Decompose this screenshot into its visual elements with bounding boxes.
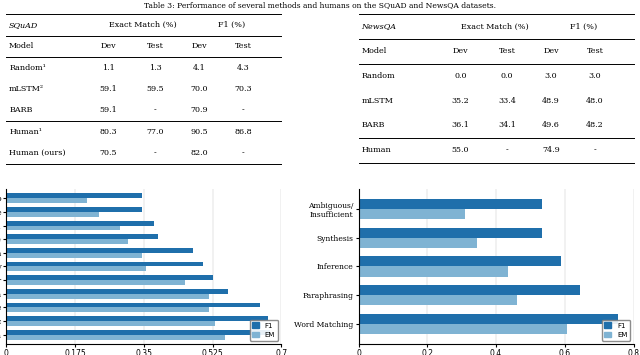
Text: F1 (%): F1 (%) <box>218 21 246 29</box>
Text: -: - <box>154 106 156 114</box>
Text: Human¹: Human¹ <box>9 127 42 136</box>
Text: mLSTM: mLSTM <box>361 97 393 105</box>
Bar <box>6 289 228 294</box>
Text: Human (ours): Human (ours) <box>9 149 66 157</box>
Text: 3.0: 3.0 <box>589 72 602 80</box>
Text: Test: Test <box>147 42 163 50</box>
Text: SQuAD: SQuAD <box>9 21 38 29</box>
Text: Dev: Dev <box>191 42 207 50</box>
Text: Test: Test <box>234 42 252 50</box>
Text: Table 3: Performance of several methods and humans on the SQuAD and NewsQA datas: Table 3: Performance of several methods … <box>144 1 496 9</box>
Text: Exact Match (%): Exact Match (%) <box>461 23 529 31</box>
Text: 3.0: 3.0 <box>545 72 557 80</box>
Text: Exact Match (%): Exact Match (%) <box>109 21 177 29</box>
Text: -: - <box>594 146 596 154</box>
Text: 74.9: 74.9 <box>542 146 560 154</box>
Text: 82.0: 82.0 <box>190 149 208 157</box>
Text: BARB: BARB <box>9 106 33 114</box>
Text: -: - <box>154 149 156 157</box>
Text: 49.6: 49.6 <box>542 121 560 130</box>
Text: 90.5: 90.5 <box>190 127 208 136</box>
Text: 36.1: 36.1 <box>451 121 469 130</box>
Bar <box>6 280 185 285</box>
Text: Dev: Dev <box>452 47 468 55</box>
Bar <box>6 316 268 321</box>
Text: NewsQA: NewsQA <box>361 23 396 31</box>
Text: BARB: BARB <box>361 121 385 130</box>
Text: 59.1: 59.1 <box>99 106 117 114</box>
Text: 1.3: 1.3 <box>148 64 161 72</box>
Text: 4.1: 4.1 <box>193 64 205 72</box>
Bar <box>358 209 465 219</box>
Text: 80.3: 80.3 <box>99 127 117 136</box>
Bar <box>6 193 142 198</box>
Bar <box>358 199 543 209</box>
Text: 70.0: 70.0 <box>190 85 208 93</box>
Bar <box>6 253 142 258</box>
Text: 77.0: 77.0 <box>146 127 164 136</box>
Bar <box>6 294 209 299</box>
Bar <box>358 228 543 237</box>
Text: 70.5: 70.5 <box>99 149 117 157</box>
Bar <box>358 237 477 248</box>
Bar <box>6 262 203 267</box>
Text: 35.2: 35.2 <box>451 97 469 105</box>
Bar <box>358 295 516 305</box>
Text: 1.1: 1.1 <box>102 64 115 72</box>
Bar <box>6 212 99 217</box>
Bar <box>6 221 154 225</box>
Text: -: - <box>506 146 508 154</box>
Bar <box>6 267 146 271</box>
Text: 4.3: 4.3 <box>237 64 250 72</box>
Text: 48.2: 48.2 <box>586 121 604 130</box>
Text: 34.1: 34.1 <box>498 121 516 130</box>
Text: 70.9: 70.9 <box>190 106 208 114</box>
Bar <box>6 239 128 244</box>
Legend: F1, EM: F1, EM <box>250 320 278 341</box>
Bar <box>6 335 225 340</box>
Text: Model: Model <box>361 47 387 55</box>
Text: mLSTM²: mLSTM² <box>9 85 44 93</box>
Bar <box>6 307 209 312</box>
Text: Model: Model <box>9 42 35 50</box>
Bar <box>6 330 269 335</box>
Text: -: - <box>242 106 244 114</box>
Text: Test: Test <box>587 47 604 55</box>
Bar <box>6 303 260 307</box>
Bar <box>6 198 87 203</box>
Text: 86.8: 86.8 <box>234 127 252 136</box>
Bar <box>358 324 566 334</box>
Text: 0.0: 0.0 <box>501 72 513 80</box>
Bar <box>6 321 214 326</box>
Text: Dev: Dev <box>100 42 116 50</box>
Bar <box>6 234 157 239</box>
Text: 70.3: 70.3 <box>234 85 252 93</box>
Text: 33.4: 33.4 <box>498 97 516 105</box>
Text: 59.1: 59.1 <box>99 85 117 93</box>
Text: 55.0: 55.0 <box>452 146 469 154</box>
Text: 48.9: 48.9 <box>542 97 560 105</box>
Text: Random: Random <box>361 72 395 80</box>
Text: Human: Human <box>361 146 391 154</box>
Text: 48.0: 48.0 <box>586 97 604 105</box>
Bar <box>6 225 120 230</box>
Bar <box>6 207 142 212</box>
Bar <box>358 267 508 277</box>
Text: F1 (%): F1 (%) <box>570 23 598 31</box>
Legend: F1, EM: F1, EM <box>602 320 630 341</box>
Text: Test: Test <box>499 47 515 55</box>
Bar <box>6 275 212 280</box>
Bar <box>6 248 193 253</box>
Text: 0.0: 0.0 <box>454 72 467 80</box>
Text: Random¹: Random¹ <box>9 64 46 72</box>
Bar <box>358 285 580 295</box>
Bar <box>358 314 618 324</box>
Bar <box>358 256 561 267</box>
Text: -: - <box>242 149 244 157</box>
Text: Dev: Dev <box>543 47 559 55</box>
Text: 59.5: 59.5 <box>146 85 164 93</box>
